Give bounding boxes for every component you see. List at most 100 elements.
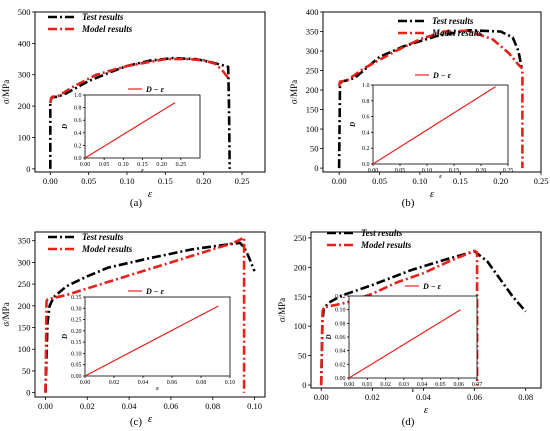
inset-x-axis-label: ε <box>412 388 415 394</box>
x-tick-label: 0.00 <box>43 176 58 186</box>
x-tick-label: 0.02 <box>80 401 95 411</box>
x-tick-label: 0.06 <box>163 401 178 411</box>
y-tick-label: 200 <box>306 85 319 95</box>
legend-test-results: Test results <box>82 232 124 242</box>
inset-x-tick-label: 0.00 <box>80 162 91 168</box>
y-tick-label: 350 <box>306 27 319 37</box>
inset-y-tick-label: 0.12 <box>335 294 346 300</box>
legend-model-results: Model results <box>81 244 133 254</box>
inset-x-tick-label: 0.25 <box>176 162 187 168</box>
x-tick-label: 0.10 <box>120 176 135 186</box>
y-tick-label: 0 <box>302 380 306 390</box>
inset-x-tick-label: 0.00 <box>80 380 91 386</box>
subplot-label-b: (b) <box>402 197 415 209</box>
inset-x-tick-label: 0.04 <box>417 382 428 388</box>
y-tick-label: 250 <box>18 279 31 289</box>
x-tick-label: 0.08 <box>205 401 220 411</box>
damage-curve <box>348 309 461 379</box>
inset-x-tick-label: 0.10 <box>422 168 433 174</box>
y-tick-label: 0 <box>314 163 318 173</box>
x-tick-label: 0.00 <box>332 176 347 186</box>
y-tick-label: 350 <box>18 236 31 246</box>
inset-x-tick-label: 0.04 <box>138 380 149 386</box>
inset-x-tick-label: 0.10 <box>118 162 129 168</box>
x-tick-label: 0.20 <box>196 176 211 186</box>
panel-b: 0.00 0.05 0.10 0.15 0.20 0.25 0 50 100 150 200 250 3… <box>289 7 548 200</box>
inset-y-axis-label: D <box>349 122 357 128</box>
inset-y-tick-label: 0.00 <box>335 376 346 382</box>
inset-x-tick-label: 0.00 <box>368 168 379 174</box>
inset-y-tick-label: 0.6 <box>74 118 82 124</box>
x-axis-label: ε <box>430 188 435 200</box>
inset-x-tick-label: 0.06 <box>167 380 178 386</box>
inset-y-tick-label: 0.05 <box>71 363 82 369</box>
y-tick-label: 250 <box>294 233 307 243</box>
legend-test-results: Test results <box>361 228 403 238</box>
y-tick-label: 200 <box>18 301 31 311</box>
inset-x-tick-label: 0.05 <box>395 168 406 174</box>
inset-y-tick-label: 0.10 <box>71 351 82 357</box>
inset-frame <box>84 94 201 159</box>
y-tick-label: 150 <box>306 105 319 115</box>
inset-x-tick-label: 0.20 <box>476 168 487 174</box>
plot-frame <box>310 231 542 389</box>
inset-y-tick-label: 0.04 <box>335 349 346 355</box>
damage-curve <box>372 86 496 165</box>
y-tick-label: 500 <box>18 7 31 17</box>
x-tick-label: 0.00 <box>38 401 53 411</box>
inset-y-tick-label: 0.02 <box>335 362 346 368</box>
inset-y-tick-label: 0.30 <box>71 306 82 312</box>
y-tick-label: 250 <box>306 66 319 76</box>
plot-frame <box>34 11 266 173</box>
damage-curve <box>84 305 219 377</box>
x-axis-label: ε <box>148 413 153 425</box>
inset-y-axis-label: D <box>61 334 69 340</box>
y-tick-label: 100 <box>306 124 319 134</box>
legend-model-results: Model results <box>360 240 412 250</box>
y-tick-label: 150 <box>294 292 307 302</box>
inset-legend-label: D − ε <box>422 282 442 291</box>
inset-legend-label: D − ε <box>145 287 165 296</box>
inset-y-tick-label: 1.0 <box>74 93 82 99</box>
inset-y-tick-label: 0.10 <box>335 308 346 314</box>
inset-y-tick-label: 0.00 <box>71 374 82 380</box>
y-tick-label: 150 <box>18 323 31 333</box>
model-results-curve <box>49 57 230 104</box>
y-tick-label: 100 <box>294 321 307 331</box>
inset-x-tick-label: 0.02 <box>380 382 391 388</box>
x-tick-label: 0.00 <box>314 392 329 402</box>
y-axis-label: σ/MPa <box>277 298 287 322</box>
model-results-curve <box>337 29 524 169</box>
legend-test-results: Test results <box>432 16 474 26</box>
y-tick-label: 50 <box>310 144 319 154</box>
x-tick-label: 0.02 <box>365 392 380 402</box>
inset-y-axis-label: D <box>325 334 333 340</box>
subplot-label-c: (c) <box>130 416 143 428</box>
y-tick-label: 300 <box>18 70 31 80</box>
inset-y-tick-label: 1.0 <box>362 83 370 89</box>
damage-curve <box>84 102 176 159</box>
y-axis-label: σ/MPa <box>1 80 11 104</box>
plot-frame <box>34 231 266 398</box>
x-tick-label: 0.04 <box>122 401 138 411</box>
y-tick-label: 400 <box>306 7 319 17</box>
inset-legend-label: D − ε <box>432 71 452 80</box>
inset-y-tick-label: 0.06 <box>335 335 346 341</box>
inset-y-tick-label: 0.0 <box>74 156 82 162</box>
inset-x-tick-label: 0.01 <box>362 382 373 388</box>
x-tick-label: 0.15 <box>158 176 173 186</box>
inset-y-tick-label: 0.0 <box>362 162 370 168</box>
y-tick-label: 300 <box>18 257 31 267</box>
inset-y-tick-label: 0.08 <box>335 321 346 327</box>
panel-a: 0.00 0.05 0.10 0.15 0.20 0.25 0 100 200 300 400 500… <box>1 7 266 200</box>
y-axis-label: σ/MPa <box>1 302 11 326</box>
test-results-curve <box>44 241 256 393</box>
inset-x-tick-label: 0.25 <box>503 168 514 174</box>
y-tick-label: 50 <box>298 351 307 361</box>
legend-model-results: Model results <box>81 24 133 34</box>
inset-y-tick-label: 0.6 <box>362 115 370 121</box>
subplot-label-a: (a) <box>130 197 143 209</box>
y-tick-label: 50 <box>22 366 31 376</box>
y-tick-label: 300 <box>306 46 319 56</box>
